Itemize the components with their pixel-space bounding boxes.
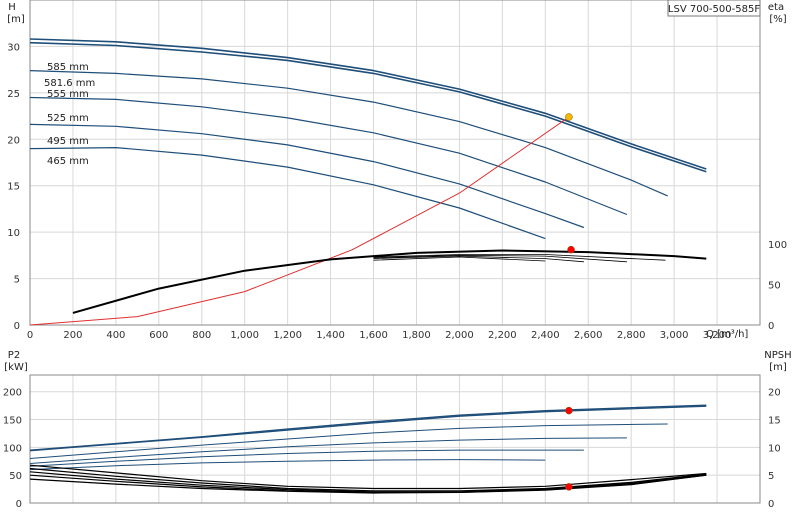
head-curve [29, 96, 628, 216]
x-tick-label: 3,200 [703, 330, 732, 341]
pump-model-box [667, 0, 761, 17]
y-tick-label-power: 200 [3, 388, 22, 399]
y-tick-label-head: 0 [14, 321, 20, 332]
grid [29, 0, 760, 504]
y-tick-label-head: 25 [7, 89, 20, 100]
power-plot-frame [29, 374, 761, 504]
y-tick-label-head: 15 [7, 182, 20, 193]
y-tick-label-power: 100 [3, 443, 22, 454]
x-tick-label: 1,000 [230, 330, 259, 341]
x-tick-label: 2,200 [488, 330, 517, 341]
x-tick-label: 600 [149, 330, 168, 341]
y2-axis-unit-npsh: [m] [769, 362, 787, 373]
y2-tick-label-npsh: 15 [768, 416, 781, 427]
npsh-curve [29, 467, 707, 492]
head-curve [29, 147, 546, 240]
y2-tick-label-eta: 50 [768, 281, 781, 292]
x-tick-label: 2,600 [574, 330, 603, 341]
head-curve [29, 41, 707, 173]
y-axis-unit-head: [m] [7, 14, 25, 25]
duty-point-marker [565, 113, 573, 121]
power-curve [29, 423, 668, 459]
system-curve [29, 116, 570, 326]
y2-tick-label-npsh: 0 [768, 499, 774, 510]
y2-tick-label-npsh: 5 [768, 471, 774, 482]
y-tick-label-head: 20 [7, 135, 20, 146]
power-curve [29, 459, 546, 471]
pump-model-title: LSV 700-500-585F [668, 4, 760, 15]
x-tick-label: 2,800 [617, 330, 646, 341]
y-axis-unit-power: [kW] [4, 362, 28, 373]
y2-tick-label-eta: 0 [768, 321, 774, 332]
curve-label-555: 555 mm [47, 89, 89, 100]
x-tick-label: 1,200 [273, 330, 302, 341]
y-tick-label-power: 150 [3, 416, 22, 427]
x-tick-label: 2,400 [531, 330, 560, 341]
y-axis-label-head: H [8, 2, 16, 13]
efficiency-curve [373, 255, 584, 263]
head-plot-frame [29, 0, 761, 326]
y2-axis-unit-eta: [%] [769, 14, 786, 25]
tick-labels: 0 200 400 600 800 1,000 1,200 1,400 1,600 1,800 2,… [3, 42, 787, 510]
y-tick-label-head: 30 [7, 42, 20, 53]
y2-tick-label-eta: 100 [768, 240, 787, 251]
efficiency-curve [72, 249, 707, 314]
curve-label-465: 465 mm [47, 156, 89, 167]
curve-label-495: 495 mm [47, 136, 89, 147]
y2-tick-label-npsh: 10 [768, 443, 781, 454]
y-tick-label-power: 50 [9, 471, 22, 482]
x-tick-label: 800 [192, 330, 211, 341]
power-curve [29, 437, 627, 464]
x-tick-label: 3,000 [660, 330, 689, 341]
power-curve [29, 449, 584, 467]
x-tick-label: 200 [63, 330, 82, 341]
y-tick-label-head: 5 [14, 275, 20, 286]
npsh-curve [29, 464, 707, 490]
npsh-curve [29, 474, 707, 494]
x-tick-label: 0 [27, 330, 33, 341]
efficiency-curve [373, 254, 666, 261]
y-axis-label-power: P2 [8, 350, 20, 361]
curve-label-581-6: 581.6 mm [44, 78, 95, 89]
efficiency-curve [373, 256, 546, 262]
efficiency-curve [373, 254, 627, 263]
npsh-point-marker [565, 483, 573, 491]
curves [29, 38, 707, 494]
x-tick-label: 400 [106, 330, 125, 341]
head-curve [29, 123, 585, 229]
plot-frames [29, 0, 761, 504]
curve-label-585: 585 mm [47, 62, 89, 73]
x-tick-label: 2,000 [445, 330, 474, 341]
curve-label-525: 525 mm [47, 113, 89, 124]
head-curve [29, 70, 668, 197]
y-tick-label-power: 0 [16, 499, 22, 510]
power-point-marker [565, 406, 573, 415]
head-curve [29, 38, 707, 170]
y2-axis-label-eta: eta [768, 2, 784, 13]
x-tick-label: 1,400 [316, 330, 345, 341]
x-tick-label: 1,800 [402, 330, 431, 341]
power-curve [29, 405, 707, 452]
y2-tick-label-npsh: 20 [768, 388, 781, 399]
y2-axis-label-npsh: NPSH [764, 350, 791, 361]
efficiency-point-marker [567, 245, 575, 254]
x-tick-label: 1,600 [359, 330, 388, 341]
x-axis-label: Q [m³/h] [706, 329, 748, 340]
y-tick-label-head: 10 [7, 228, 20, 239]
